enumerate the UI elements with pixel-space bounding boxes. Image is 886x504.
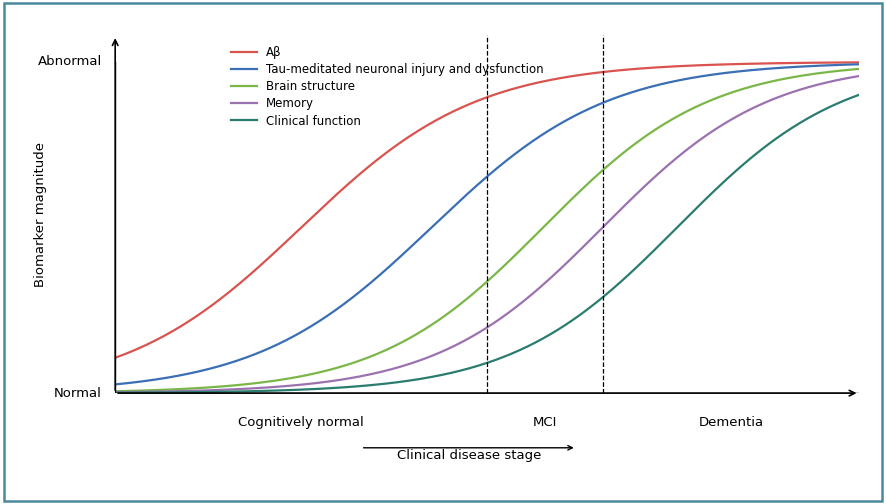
- Text: MCI: MCI: [532, 416, 557, 429]
- Text: Biomarker magnitude: Biomarker magnitude: [35, 142, 47, 287]
- Text: Cognitively normal: Cognitively normal: [238, 416, 364, 429]
- Text: Normal: Normal: [54, 387, 102, 400]
- Text: Clinical disease stage: Clinical disease stage: [397, 450, 540, 463]
- Text: Dementia: Dementia: [698, 416, 764, 429]
- Legend: Aβ, Tau-meditated neuronal injury and dysfunction, Brain structure, Memory, Clin: Aβ, Tau-meditated neuronal injury and dy…: [230, 46, 544, 128]
- Text: Abnormal: Abnormal: [37, 55, 102, 68]
